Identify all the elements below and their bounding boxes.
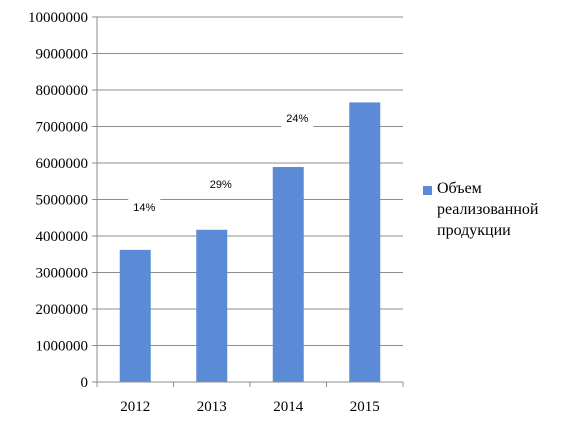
- y-tick-label: 3000000: [36, 266, 89, 282]
- y-axis: 0 1000000 2000000 3000000 4000000 5000000 6000…: [28, 10, 98, 391]
- y-tick-label: 4000000: [36, 229, 89, 245]
- x-tick-label: 2015: [350, 399, 380, 415]
- y-tick-label: 6000000: [36, 156, 89, 172]
- legend-entry: Объем реализованной продукции: [437, 180, 539, 239]
- bar: [196, 229, 228, 382]
- x-tick-label: 2014: [273, 399, 304, 415]
- y-tick-label: 8000000: [36, 83, 89, 99]
- annotation-background: [281, 110, 314, 128]
- bar: [272, 167, 304, 382]
- annotations: 14% 29% 24%: [128, 110, 314, 216]
- bar: [349, 102, 381, 382]
- bars: [119, 102, 381, 382]
- annotation-background: [128, 198, 161, 216]
- growth-annotation: 29%: [210, 179, 232, 191]
- growth-annotation: 24%: [286, 113, 308, 125]
- annotation-background: [204, 175, 237, 193]
- y-tick-label: 0: [81, 375, 89, 391]
- growth-annotation: 14%: [133, 202, 155, 214]
- x-tick-label: 2013: [197, 399, 227, 415]
- x-axis: 2012 2013 2014 2015: [96, 381, 404, 415]
- y-tick-label: 2000000: [36, 302, 89, 318]
- y-tick-label: 7000000: [36, 120, 89, 136]
- y-tick-label: 1000000: [36, 339, 89, 355]
- y-tick-label: 10000000: [28, 10, 88, 26]
- y-tick-label: 5000000: [36, 193, 89, 209]
- y-tick-label: 9000000: [36, 47, 89, 63]
- legend-swatch: [423, 186, 432, 195]
- x-tick-label: 2012: [120, 399, 150, 415]
- bar: [119, 249, 151, 382]
